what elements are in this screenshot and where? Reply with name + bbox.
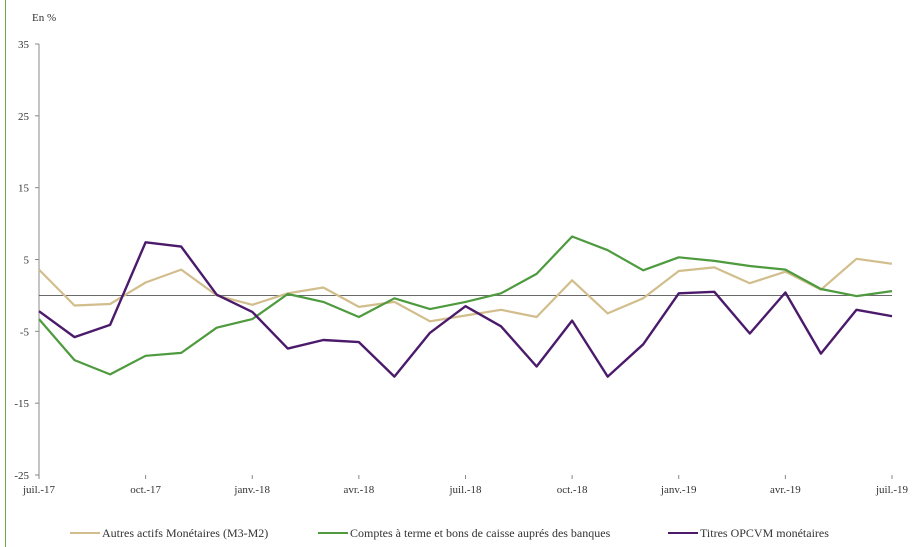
series-line-1 [38,257,893,323]
legend-item-3: Titres OPCVM monétaires [668,523,829,543]
left-frame-line [5,0,6,547]
x-tick-label: avr.-19 [770,484,801,496]
y-tick-label: 5 [24,255,30,267]
x-tick-label: avr.-18 [343,484,374,496]
x-tick-label: oct.-17 [130,484,161,496]
y-tick-label: 35 [18,39,30,51]
y-tick-label: -25 [14,470,29,482]
legend: Autres actifs Monétaires (M3-M2) Comptes … [0,523,915,543]
x-tick-label: juil.-18 [448,484,482,496]
series-line-3 [38,241,893,378]
legend-swatch [70,532,100,534]
y-ticks: 35 25 15 5 -5 -15 -25 [14,39,39,482]
series-group [38,235,893,378]
legend-swatch [318,532,348,534]
legend-swatch [668,532,698,534]
x-tick-label: janv.-19 [660,484,697,496]
x-tick-label: juil.-19 [875,484,909,496]
x-ticks: juil.-17 oct.-17 janv.-18 avr.-18 juil.-18 oc… [22,475,909,496]
legend-label: Autres actifs Monétaires (M3-M2) [102,525,269,540]
legend-item-1: Autres actifs Monétaires (M3-M2) [70,523,268,543]
x-tick-label: juil.-17 [22,484,56,496]
y-tick-label: 25 [18,111,30,123]
series-line-2 [38,235,893,376]
legend-label: Comptes à terme et bons de caisse auprés… [350,525,611,540]
y-tick-label: -15 [14,398,29,410]
y-axis-label: En % [32,12,56,24]
y-tick-label: -5 [20,326,30,338]
line-chart: En % 35 25 15 5 -5 -15 -25 juil.-17 oct.-17 janv… [14,12,909,496]
legend-label: Titres OPCVM monétaires [700,525,829,540]
x-tick-label: janv.-18 [233,484,270,496]
legend-item-2: Comptes à terme et bons de caisse auprés… [318,523,610,543]
x-tick-label: oct.-18 [557,484,588,496]
y-tick-label: 15 [18,183,30,195]
